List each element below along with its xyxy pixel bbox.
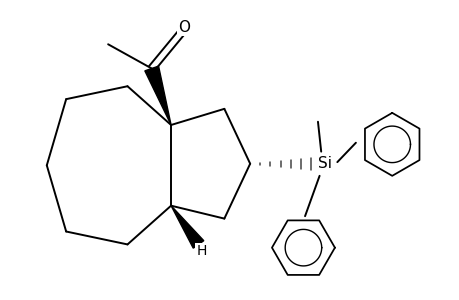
Text: Si: Si: [318, 156, 331, 171]
Text: O: O: [178, 20, 190, 35]
Text: H: H: [196, 244, 207, 258]
Polygon shape: [171, 206, 203, 248]
Polygon shape: [145, 66, 171, 125]
